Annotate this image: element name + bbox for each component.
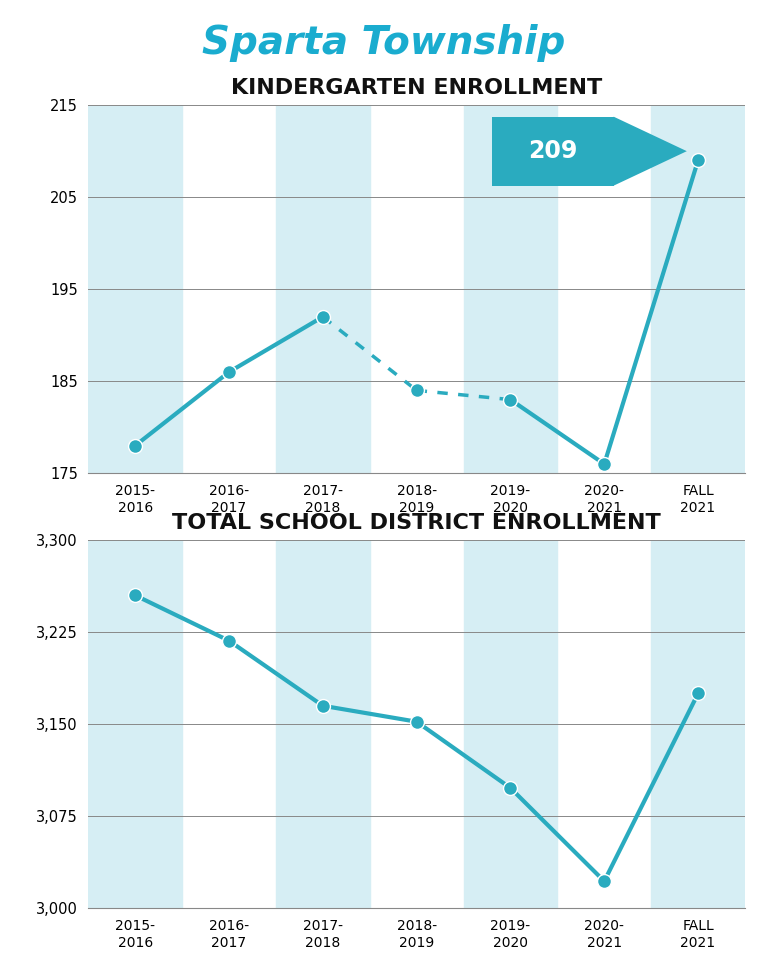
Bar — [276, 105, 369, 473]
Bar — [88, 540, 182, 908]
Bar — [464, 105, 558, 473]
Bar — [88, 105, 182, 473]
Bar — [651, 540, 745, 908]
Polygon shape — [614, 117, 687, 185]
Title: TOTAL SCHOOL DISTRICT ENROLLMENT: TOTAL SCHOOL DISTRICT ENROLLMENT — [172, 513, 661, 533]
Bar — [276, 540, 369, 908]
Title: KINDERGARTEN ENROLLMENT: KINDERGARTEN ENROLLMENT — [231, 78, 602, 98]
Text: 209: 209 — [528, 140, 578, 163]
FancyBboxPatch shape — [492, 117, 614, 185]
Bar — [464, 540, 558, 908]
Bar — [651, 105, 745, 473]
Text: Sparta Township: Sparta Township — [202, 24, 566, 62]
